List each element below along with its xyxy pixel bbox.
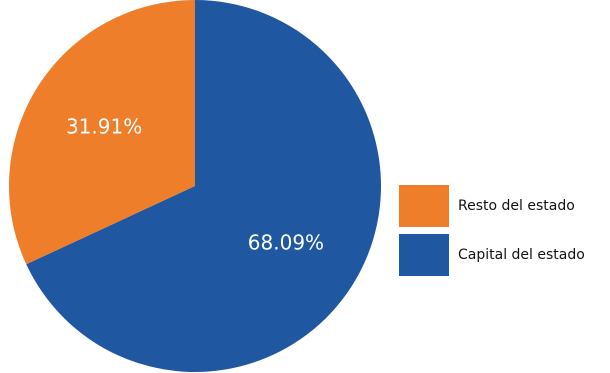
pie-slices <box>9 0 381 372</box>
legend-item-resto: Resto del estado <box>399 185 585 227</box>
data-label-capital-del-estado: 68.09% <box>248 231 324 255</box>
data-label-resto-del-estado: 31.91% <box>66 114 142 138</box>
legend-swatch-capital <box>399 234 449 276</box>
pie-slice-resto-del-estado <box>9 0 196 265</box>
legend-swatch-resto <box>399 185 449 227</box>
pie-slice-capital-del-estado <box>26 0 381 372</box>
legend-item-capital: Capital del estado <box>399 234 585 276</box>
legend-label-capital: Capital del estado <box>458 247 585 263</box>
legend-label-resto: Resto del estado <box>458 198 575 214</box>
pie-data-labels: 68.09% 31.91% <box>66 114 324 254</box>
legend: Resto del estado Capital del estado <box>399 185 585 283</box>
